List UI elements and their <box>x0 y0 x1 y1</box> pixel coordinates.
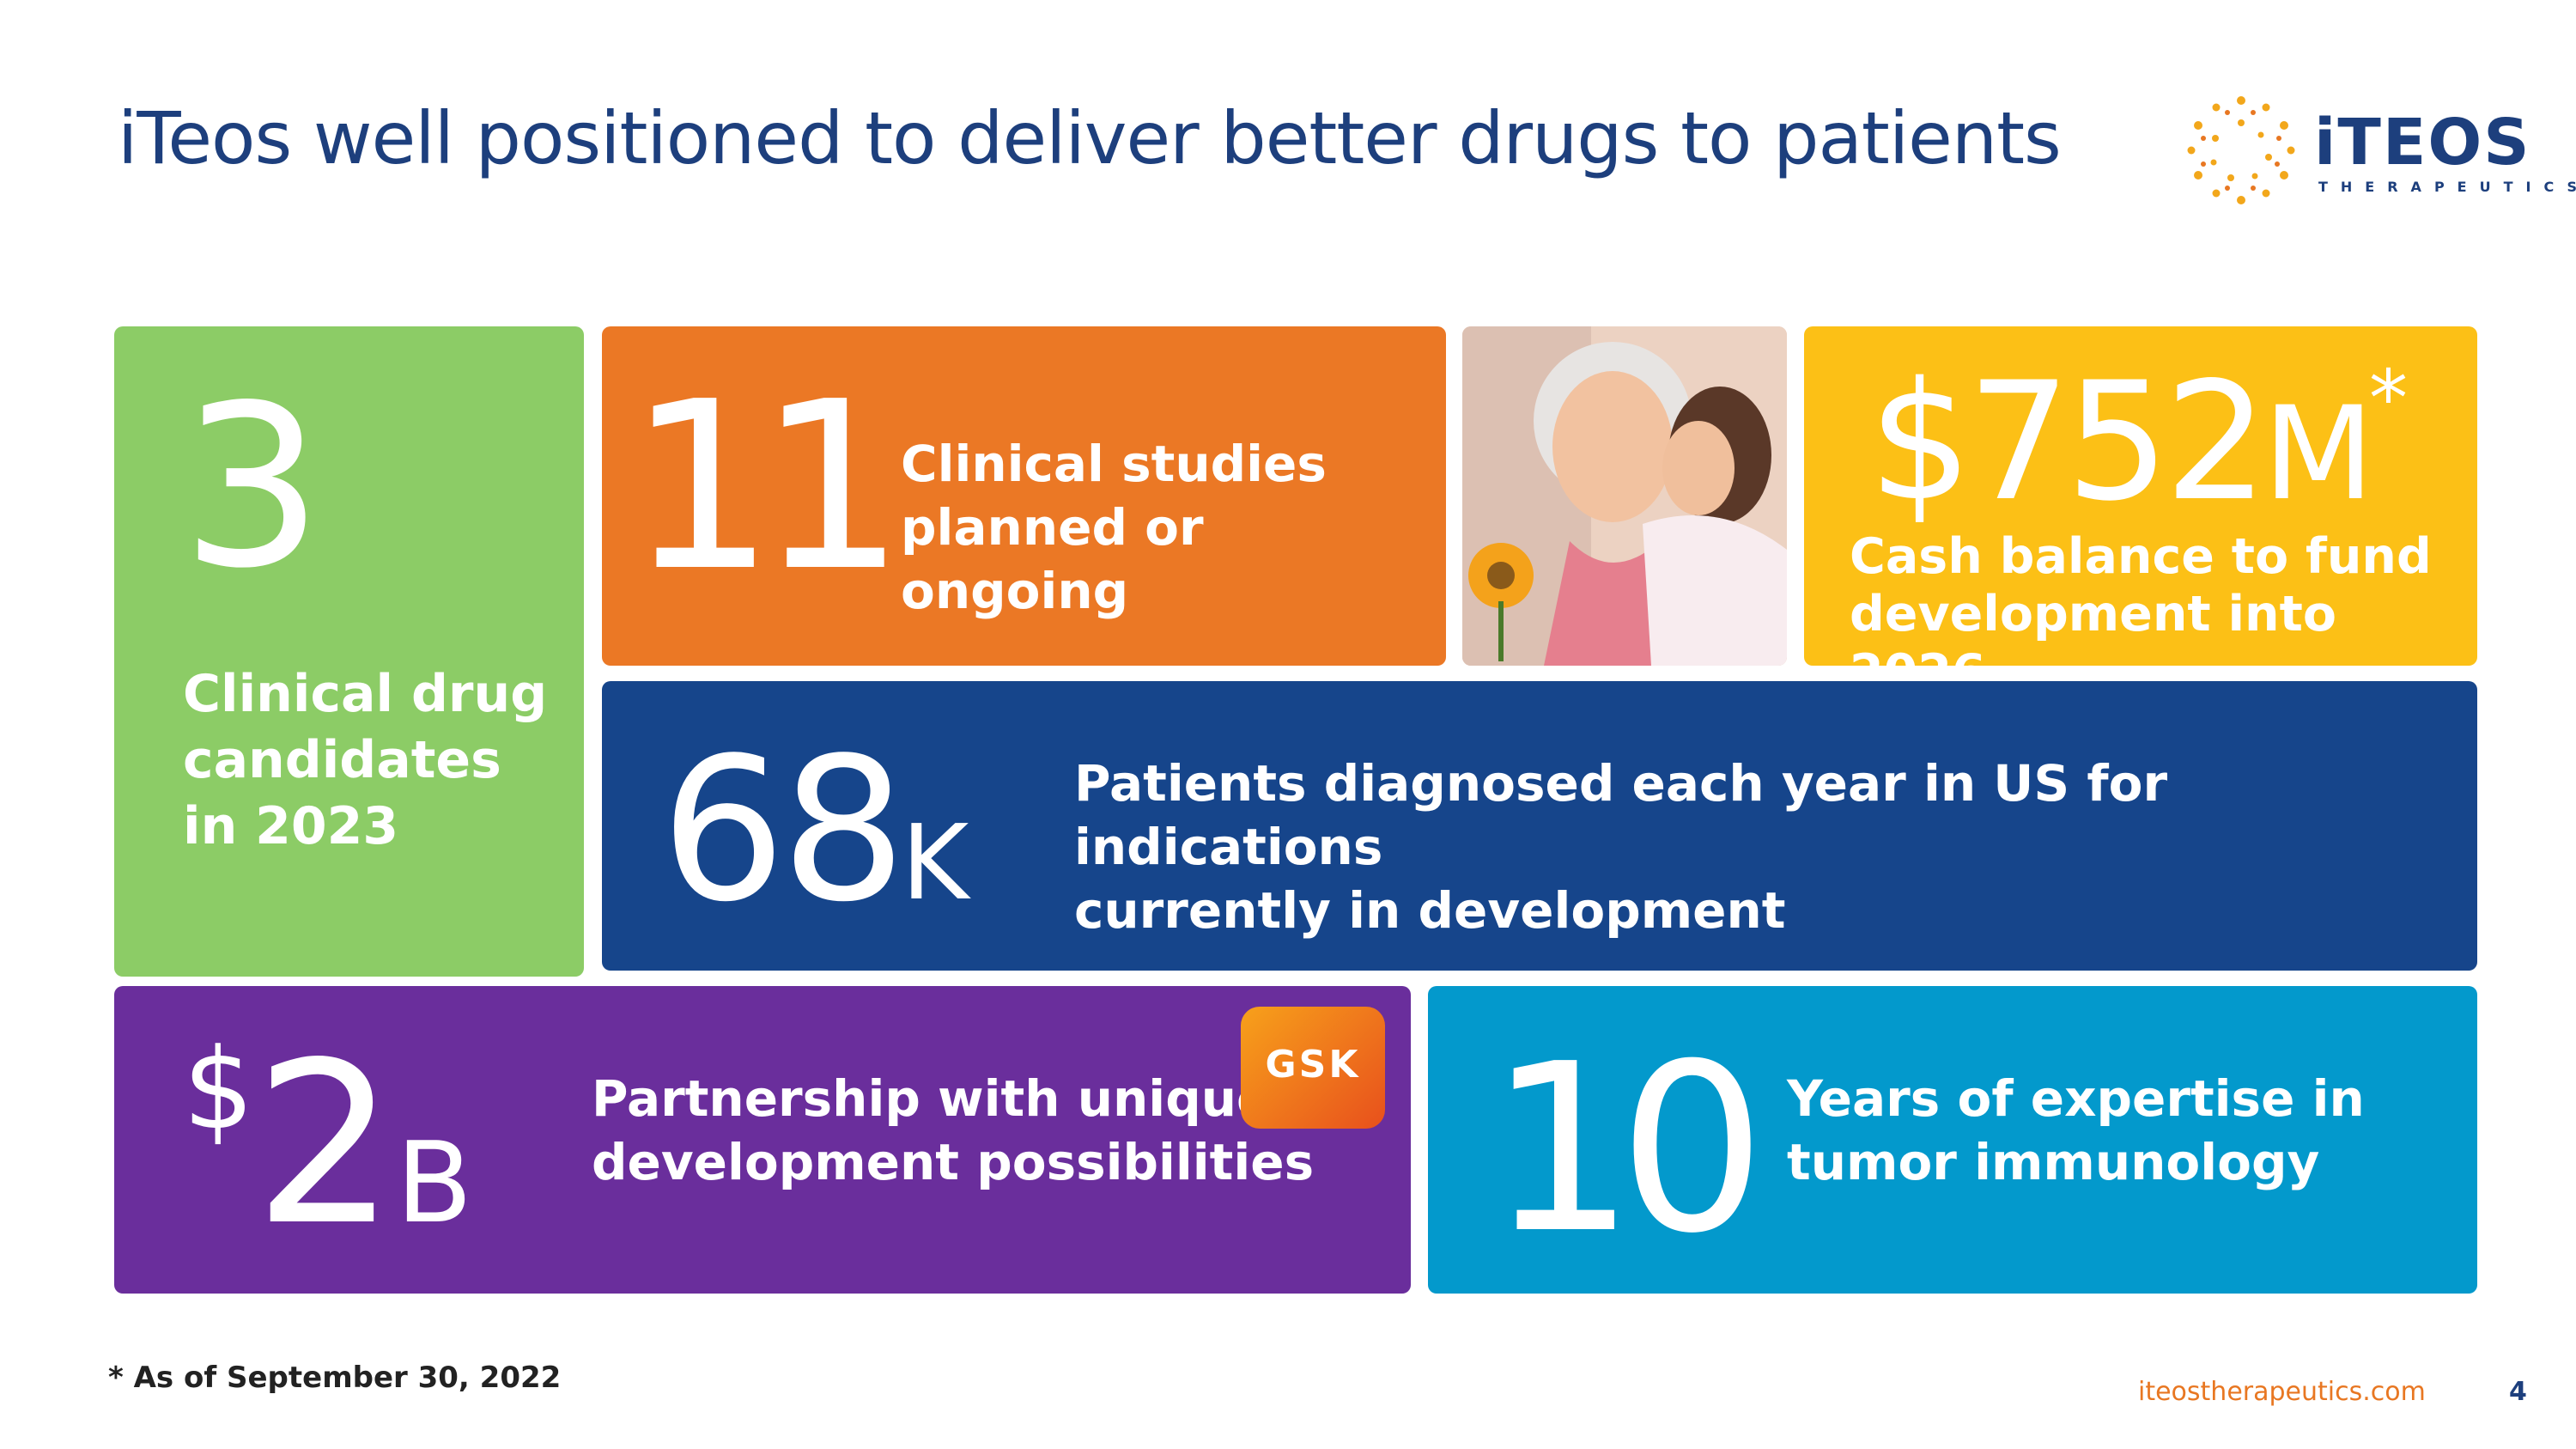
website-link[interactable]: iteostherapeutics.com <box>2138 1377 2426 1407</box>
tile-partnership: $2B Partnership with unique development … <box>114 986 1411 1294</box>
tile-expertise: 10 Years of expertise in tumor immunolog… <box>1428 986 2477 1294</box>
logo-wordmark: iTEOS <box>2314 106 2531 180</box>
footnote: * As of September 30, 2022 <box>108 1361 562 1395</box>
cash-unit: M <box>2263 380 2374 529</box>
patients-text: Patients diagnosed each year in US for i… <box>1074 754 2168 941</box>
cash-text: Cash balance to fund development into 20… <box>1850 528 2432 666</box>
tile-cash-balance: $752M* Cash balance to fund development … <box>1804 326 2477 666</box>
partnership-unit: B <box>396 1117 473 1248</box>
patients-value: 68K <box>660 733 969 930</box>
partnership-text: Partnership with unique development poss… <box>592 1069 1315 1192</box>
expertise-text: Years of expertise in tumor immunology <box>1787 1069 2365 1192</box>
gsk-badge-text: GSK <box>1265 1043 1361 1087</box>
logo-subtitle: THERAPEUTICS <box>2318 179 2576 195</box>
page-number: 4 <box>2509 1377 2527 1407</box>
grandmother-and-child-photo-icon <box>1462 326 1787 666</box>
expertise-value: 10 <box>1488 1014 1766 1284</box>
patients-number: 68 <box>660 716 907 946</box>
slide-title: iTeos well positioned to deliver better … <box>118 96 2062 180</box>
studies-text: Clinical studies planned or ongoing <box>901 435 1327 621</box>
cash-value: $752M* <box>1868 361 2408 524</box>
sunburst-dots-icon <box>2187 96 2295 204</box>
tile-drug-candidates: 3 Clinical drug candidates in 2023 <box>114 326 584 977</box>
cash-amount: $752 <box>1868 347 2269 537</box>
patients-unit: K <box>901 804 969 923</box>
tile-clinical-studies: 11 Clinical studies planned or ongoing <box>602 326 1446 666</box>
cash-asterisk: * <box>2368 354 2408 444</box>
iteos-logo: iTEOS THERAPEUTICS <box>2181 90 2576 210</box>
studies-value: 11 <box>628 351 906 622</box>
photo-grandmother-child <box>1462 326 1787 666</box>
gsk-logo: GSK <box>1241 1007 1385 1129</box>
candidates-text: Clinical drug candidates in 2023 <box>183 664 548 856</box>
tile-patients: 68K Patients diagnosed each year in US f… <box>602 681 2477 971</box>
candidates-value: 3 <box>181 358 324 618</box>
partnership-currency: $ <box>183 1024 254 1154</box>
partnership-value: $2B <box>183 1033 472 1257</box>
partnership-amount: 2 <box>253 1015 397 1275</box>
